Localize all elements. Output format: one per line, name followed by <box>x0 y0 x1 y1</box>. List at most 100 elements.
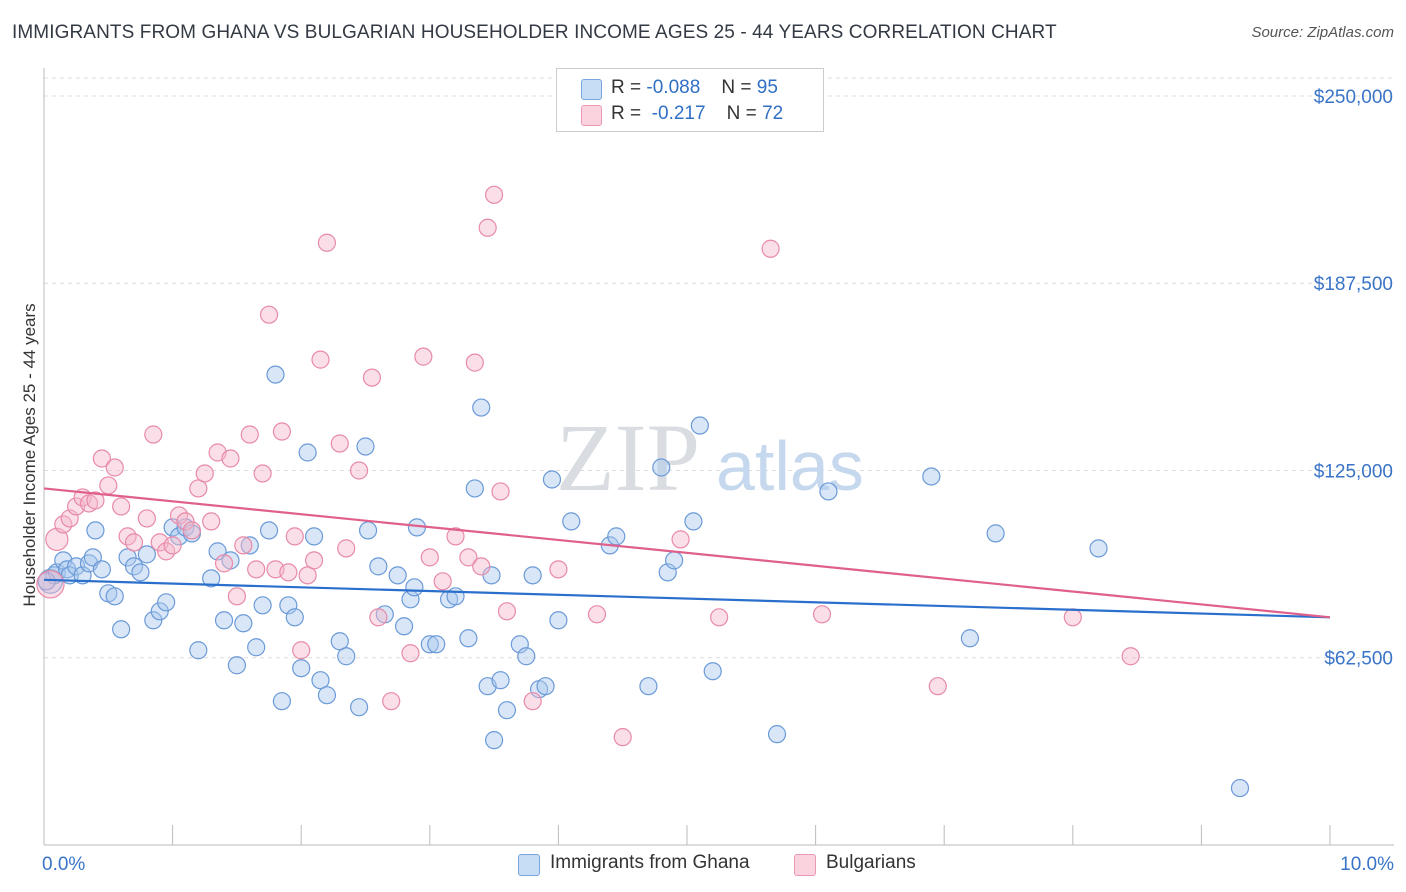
bulgarian-point <box>472 557 491 576</box>
bulgarian-point <box>349 461 369 480</box>
bulgarian-point <box>465 353 484 372</box>
ghana-point <box>150 602 169 621</box>
ghana-point <box>767 725 787 744</box>
bulgarian-point <box>710 608 729 627</box>
bottom-legend-swatch-ghana <box>518 854 540 876</box>
bottom-legend-label-bulgarians: Bulgarians <box>826 852 916 873</box>
ghana-point <box>369 557 388 576</box>
y-tick-label: $250,000 <box>1314 87 1393 108</box>
legend-swatch-ghana <box>581 79 602 100</box>
ghana-point <box>311 671 330 690</box>
bulgarian-point <box>485 185 504 204</box>
ghana-point <box>819 482 838 501</box>
ghana-point <box>202 569 221 588</box>
ghana-point <box>922 467 941 486</box>
bulgarian-point <box>92 449 111 468</box>
bulgarian-point <box>195 464 214 483</box>
ghana-point <box>607 527 626 546</box>
ghana-point <box>292 659 311 678</box>
bulgarian-point <box>330 434 349 453</box>
source-label: Source: ZipAtlas.com <box>1251 24 1394 41</box>
bulgarian-point <box>491 482 510 501</box>
legend-swatch-bulgarians <box>581 105 602 126</box>
watermark-atlas: atlas <box>716 427 864 505</box>
legend-n-value-bulgarians: 72 <box>762 103 784 124</box>
bulgarian-point <box>253 464 272 483</box>
ghana-point <box>37 572 56 591</box>
ghana-point <box>517 647 536 666</box>
ghana-point <box>652 458 671 477</box>
watermark: ZIP atlas <box>556 404 864 511</box>
ghana-point <box>118 548 137 567</box>
bulgarian-point <box>202 512 221 531</box>
bulgarian-point <box>414 347 433 366</box>
ghana-point <box>523 566 542 585</box>
bulgarian-point <box>761 239 780 258</box>
chart-title: IMMIGRANTS FROM GHANA VS BULGARIAN HOUSE… <box>12 22 1057 43</box>
ghana-point <box>986 524 1005 543</box>
bulgarian-point <box>99 476 118 495</box>
y-tick-label: $62,500 <box>1324 649 1393 670</box>
ghana-point <box>86 521 105 540</box>
legend-r-label: R = <box>611 103 642 124</box>
bulgarian-point <box>671 530 690 549</box>
bulgarian-point <box>1063 608 1082 627</box>
bulgarian-point <box>362 368 382 387</box>
ghana-point <box>214 611 234 630</box>
bulgarian-point <box>144 425 163 444</box>
ghana-point <box>446 587 465 606</box>
ghana-point <box>131 563 150 582</box>
ghana-point <box>285 608 304 627</box>
bulgarian-point <box>105 458 124 477</box>
ghana-point <box>266 365 285 384</box>
bulgarian-point <box>478 218 497 237</box>
correlation-legend: R = -0.088 N = 95 R = -0.217 N = 72 <box>556 68 824 132</box>
ghana-point <box>1230 778 1250 798</box>
bulgarian-point <box>240 425 259 444</box>
ghana-point <box>465 479 484 498</box>
bulgarian-point <box>45 527 69 552</box>
watermark-zip: ZIP <box>556 404 700 511</box>
bulgarian-point <box>497 602 517 621</box>
bulgarian-point <box>163 536 182 555</box>
ghana-point <box>427 635 446 654</box>
bulgarian-point <box>124 533 144 552</box>
ghana-point <box>497 701 517 720</box>
bulgarian-point <box>433 572 452 591</box>
ghana-point <box>960 629 980 648</box>
bulgarian-point <box>459 548 478 567</box>
ghana-point <box>405 578 424 597</box>
ghana-point <box>684 512 703 531</box>
legend-r-label: R = <box>611 77 642 98</box>
bulgarian-point <box>613 728 632 747</box>
bulgarian-point <box>311 350 330 369</box>
ghana-point <box>298 443 317 462</box>
bulgarian-point <box>298 566 317 585</box>
bulgarian-point <box>272 422 292 441</box>
trend-line-ghana <box>43 578 1331 619</box>
ghana-point <box>485 731 504 750</box>
ghana-point <box>562 512 581 531</box>
legend-r-value-bulgarians: -0.217 <box>651 103 706 124</box>
bulgarian-point <box>1121 647 1140 666</box>
bulgarian-point <box>304 551 324 570</box>
bulgarian-point <box>279 563 298 582</box>
bulgarian-point <box>137 509 156 528</box>
bulgarian-point <box>189 479 208 498</box>
legend-n-label: N = <box>721 77 752 98</box>
bulgarian-point <box>285 527 304 546</box>
bulgarian-point <box>182 521 201 540</box>
bulgarian-point <box>420 548 439 567</box>
bulgarian-point <box>227 587 246 606</box>
ghana-point <box>144 611 163 630</box>
ghana-point <box>105 587 124 606</box>
bulgarian-point <box>221 449 240 468</box>
ghana-point <box>1089 539 1108 558</box>
ghana-point <box>536 677 555 696</box>
legend-n-value-ghana: 95 <box>756 77 778 98</box>
y-axis-title: Householder Income Ages 25 - 44 years <box>20 303 39 606</box>
ghana-point <box>157 593 176 612</box>
ghana-point <box>491 671 510 690</box>
bulgarian-point <box>234 536 253 555</box>
ghana-point <box>272 692 292 711</box>
